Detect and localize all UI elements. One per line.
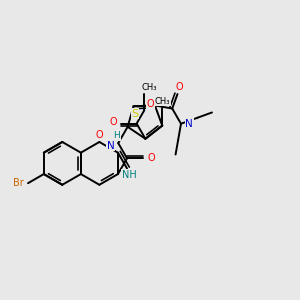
Text: O: O [146, 99, 154, 109]
Text: O: O [148, 153, 155, 163]
Text: NH: NH [122, 170, 137, 180]
Text: O: O [175, 82, 183, 92]
Text: O: O [109, 117, 117, 127]
Text: H: H [113, 131, 120, 140]
Text: CH₃: CH₃ [154, 97, 170, 106]
Text: N: N [185, 119, 193, 129]
Text: N: N [107, 140, 115, 151]
Text: O: O [96, 130, 103, 140]
Text: CH₃: CH₃ [141, 83, 157, 92]
Text: S: S [131, 109, 139, 119]
Text: Br: Br [13, 178, 24, 188]
